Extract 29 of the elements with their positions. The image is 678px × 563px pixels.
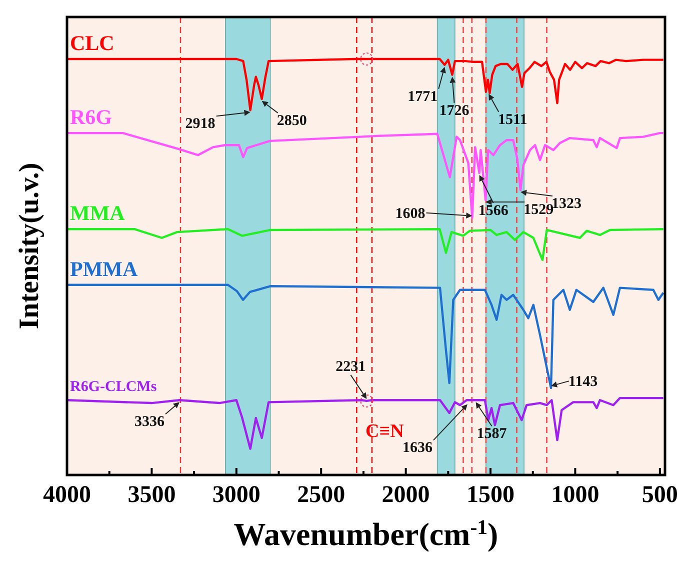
annotation: 2231 <box>336 358 366 375</box>
series-label: R6G-CLCMs <box>70 379 157 396</box>
annotation: 3336 <box>134 414 165 430</box>
annotation: 1529 <box>524 202 554 218</box>
x-tick-label: 1500 <box>466 482 515 508</box>
x-tick-label: 2000 <box>382 482 430 508</box>
annotation: 1587 <box>476 426 508 442</box>
annotation: 1726 <box>439 102 470 119</box>
x-tick-label: 4000 <box>43 482 91 508</box>
series-label: MMA <box>70 201 126 226</box>
series-label: PMMA <box>70 256 138 281</box>
annotation: 1566 <box>478 202 509 219</box>
annotation: 1143 <box>568 374 598 390</box>
x-tick-label: 3000 <box>212 482 260 508</box>
series-label: R6G <box>70 105 112 130</box>
y-axis-title: Intensity(u.v.) <box>14 162 45 330</box>
annotation: 2850 <box>276 112 307 129</box>
series-label: CLC <box>70 31 114 55</box>
annotation: 1511 <box>498 112 528 128</box>
annotation: 1636 <box>402 440 433 456</box>
x-tick-label: 2500 <box>297 482 346 508</box>
annotation: 2918 <box>185 116 216 132</box>
x-tick-label: 500 <box>642 482 678 508</box>
annotation: C≡N <box>366 420 404 442</box>
x-tick-label: 1000 <box>551 482 600 508</box>
annotation: 1771 <box>408 88 438 105</box>
annotation: 1608 <box>395 206 426 222</box>
x-axis-title: Wavenumber(cm$^{-1}$) <box>234 516 498 552</box>
x-tick-label: 3500 <box>128 482 176 508</box>
